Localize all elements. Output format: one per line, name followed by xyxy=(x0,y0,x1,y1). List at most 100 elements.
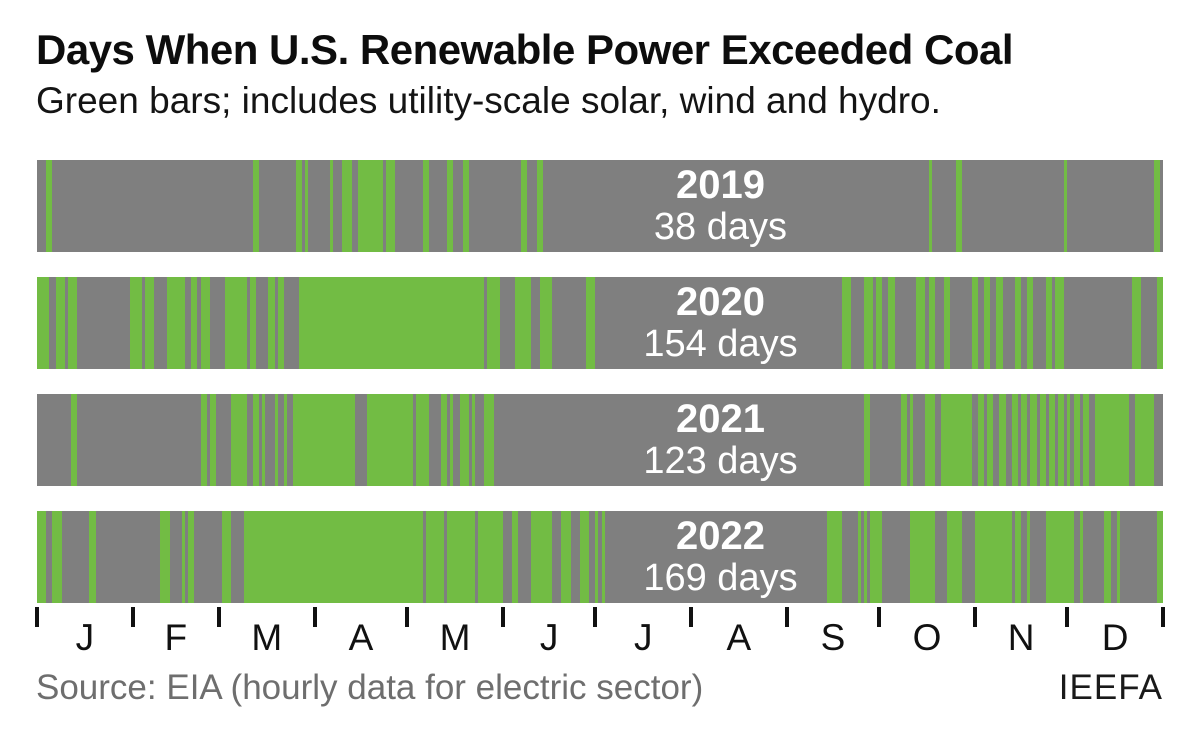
brand-label: IEEFA xyxy=(1058,668,1163,707)
month-tick-11 xyxy=(1065,607,1070,627)
green-day-stripe xyxy=(916,277,926,369)
green-day-stripe xyxy=(357,160,383,252)
month-label-J-5: J xyxy=(539,617,559,658)
month-tick-10 xyxy=(972,607,977,627)
chart-subtitle: Green bars; includes utility-scale solar… xyxy=(36,80,941,121)
green-day-stripe xyxy=(1030,394,1037,486)
days-count-text: 154 days xyxy=(643,323,798,366)
green-day-stripe xyxy=(1058,394,1065,486)
green-day-stripe xyxy=(539,277,553,369)
green-day-stripe xyxy=(89,511,96,603)
green-day-stripe xyxy=(129,277,142,369)
green-day-stripe xyxy=(974,511,1012,603)
green-day-stripe xyxy=(1156,277,1163,369)
green-day-stripe xyxy=(863,394,870,486)
green-day-stripe xyxy=(971,277,978,369)
green-day-stripe xyxy=(999,394,1006,486)
green-day-stripe xyxy=(209,394,216,486)
year-text: 2019 xyxy=(675,162,765,207)
green-day-stripe xyxy=(200,277,210,369)
month-tick-6 xyxy=(593,607,598,627)
chart-title: Days When U.S. Renewable Power Exceeded … xyxy=(36,26,1014,73)
green-day-stripe xyxy=(342,160,352,252)
green-day-stripe xyxy=(1116,511,1120,603)
green-day-stripe xyxy=(601,511,605,603)
green-day-stripe xyxy=(441,394,448,486)
green-day-stripe xyxy=(1079,511,1083,603)
green-day-stripe xyxy=(283,394,287,486)
green-day-stripe xyxy=(422,160,429,252)
green-day-stripe xyxy=(1014,277,1022,369)
green-day-stripe xyxy=(447,511,476,603)
green-day-stripe xyxy=(947,511,963,603)
green-day-stripe xyxy=(462,160,469,252)
green-day-stripe xyxy=(52,511,62,603)
green-day-stripe xyxy=(222,511,232,603)
green-day-stripe xyxy=(1104,511,1111,603)
month-tick-0 xyxy=(35,607,39,627)
green-day-stripe xyxy=(928,160,932,252)
green-day-stripe xyxy=(166,277,186,369)
month-label-S-8: S xyxy=(820,617,846,658)
month-tick-4 xyxy=(405,607,410,627)
green-day-stripe xyxy=(37,277,50,369)
bars-area: 2019 38 days 2020 154 days 2021 123 days 2022 1… xyxy=(37,160,1163,603)
bar-label-2020: 2020 154 days xyxy=(643,280,798,366)
days-count-text: 169 days xyxy=(643,557,798,600)
green-day-stripe xyxy=(987,394,994,486)
green-day-stripe xyxy=(521,160,528,252)
green-day-stripe xyxy=(478,511,503,603)
year-bar-2021: 2021 123 days xyxy=(37,394,1163,486)
green-day-stripe xyxy=(450,394,454,486)
green-day-stripe xyxy=(1095,394,1130,486)
month-label-M-4: M xyxy=(439,617,471,658)
green-day-stripe xyxy=(863,277,873,369)
green-day-stripe xyxy=(586,277,596,369)
green-day-stripe xyxy=(385,160,395,252)
green-day-stripe xyxy=(330,160,334,252)
green-day-stripe xyxy=(55,277,65,369)
green-day-stripe xyxy=(191,277,198,369)
green-day-stripe xyxy=(181,511,186,603)
green-day-stripe xyxy=(471,394,476,486)
green-day-stripe xyxy=(200,394,207,486)
green-day-stripe xyxy=(943,277,951,369)
green-day-stripe xyxy=(1135,394,1154,486)
source-note: Source: EIA (hourly data for electric se… xyxy=(36,668,704,707)
green-day-stripe xyxy=(1027,277,1034,369)
green-day-stripe xyxy=(888,277,895,369)
green-day-stripe xyxy=(487,277,500,369)
green-day-stripe xyxy=(225,277,247,369)
green-day-stripe xyxy=(249,277,257,369)
green-day-stripe xyxy=(459,394,469,486)
month-label-N-10: N xyxy=(1007,617,1035,658)
green-day-stripe xyxy=(925,394,935,486)
month-label-D-11: D xyxy=(1101,617,1129,658)
year-bar-2019: 2019 38 days xyxy=(37,160,1163,252)
green-day-stripe xyxy=(268,277,275,369)
green-day-stripe xyxy=(1048,394,1055,486)
green-day-stripe xyxy=(1132,277,1142,369)
month-label-A-7: A xyxy=(726,617,752,658)
green-day-stripe xyxy=(447,160,454,252)
bar-label-2021: 2021 123 days xyxy=(643,397,797,482)
month-tick-3 xyxy=(312,607,317,627)
year-text: 2022 xyxy=(675,513,765,558)
green-day-stripe xyxy=(512,511,519,603)
month-tick-9 xyxy=(877,607,882,627)
green-day-stripe xyxy=(579,511,590,603)
green-day-stripe xyxy=(984,277,991,369)
green-day-stripe xyxy=(1073,394,1080,486)
green-day-stripe xyxy=(956,160,963,252)
month-tick-5 xyxy=(500,607,505,627)
green-day-stripe xyxy=(46,160,53,252)
green-day-stripe xyxy=(1156,511,1163,603)
bar-label-2022: 2022 169 days xyxy=(643,513,798,600)
green-day-stripe xyxy=(277,277,284,369)
green-day-stripe xyxy=(996,277,1003,369)
green-day-stripe xyxy=(876,277,883,369)
green-day-stripe xyxy=(857,511,861,603)
month-label-M-2: M xyxy=(251,617,283,658)
green-day-stripe xyxy=(595,511,599,603)
